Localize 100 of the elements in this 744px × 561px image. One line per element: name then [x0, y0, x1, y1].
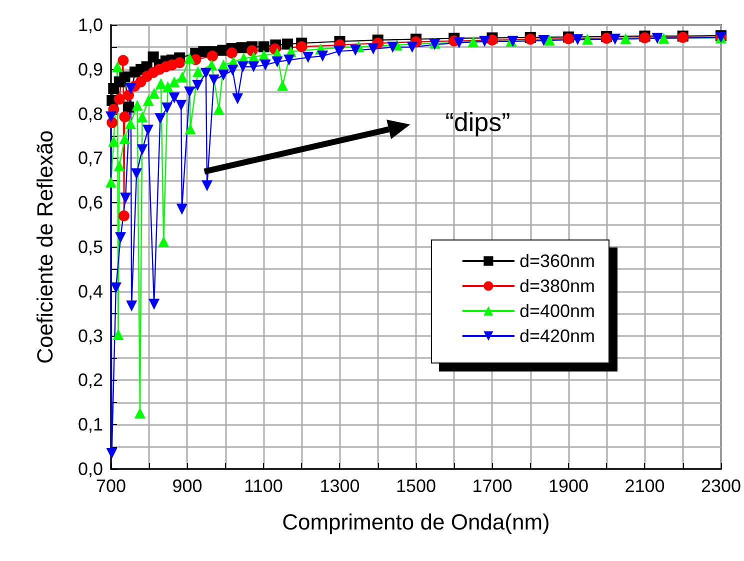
point — [200, 68, 212, 79]
point — [168, 92, 180, 104]
point — [572, 34, 584, 46]
point — [333, 46, 344, 57]
point — [158, 236, 170, 248]
point — [350, 44, 361, 56]
point — [112, 61, 123, 72]
point — [155, 78, 166, 90]
point — [106, 176, 116, 188]
point — [620, 33, 632, 44]
point — [136, 144, 148, 156]
x-tick-label: 2100 — [624, 476, 665, 496]
x-tick-label: 1700 — [472, 476, 512, 496]
point — [123, 90, 134, 101]
y-tick-label: 0,8 — [78, 104, 103, 124]
point — [277, 80, 288, 91]
point — [232, 93, 244, 104]
x-tick-label: 1300 — [320, 476, 360, 496]
x-tick-label: 1100 — [244, 476, 283, 496]
point — [106, 111, 116, 122]
point — [114, 160, 125, 172]
point — [125, 82, 136, 94]
point — [119, 111, 130, 122]
point — [296, 41, 308, 52]
point — [387, 42, 398, 53]
x-axis-title: Comprimento de Onda(nm) — [282, 510, 550, 534]
point — [142, 124, 154, 136]
point — [652, 32, 663, 44]
point — [258, 41, 270, 52]
point — [176, 71, 188, 82]
point — [260, 59, 271, 70]
x-tick-label: 1900 — [548, 476, 589, 496]
x-tick-label: 900 — [172, 476, 202, 496]
y-tick-label: 0,3 — [78, 326, 103, 346]
point — [154, 113, 166, 124]
point — [174, 57, 186, 68]
point — [148, 88, 160, 99]
y-tick-label: 0,9 — [78, 59, 103, 80]
y-tick-label: 0,6 — [78, 192, 103, 213]
point — [124, 118, 136, 130]
point — [162, 81, 174, 92]
point — [208, 74, 220, 86]
y-tick-label: 1,0 — [78, 15, 103, 35]
y-tick-label: 0,0 — [78, 459, 103, 479]
y-tick-label: 0,5 — [78, 237, 103, 257]
point — [119, 133, 130, 144]
point — [213, 104, 224, 115]
point — [115, 232, 126, 244]
annotation: “dips” — [445, 107, 510, 138]
legend-label: d=420nm — [519, 326, 596, 346]
point — [227, 64, 238, 76]
y-tick-label: 0,4 — [78, 281, 103, 302]
point — [468, 36, 479, 48]
point — [176, 100, 187, 111]
point — [123, 102, 134, 113]
point — [119, 71, 130, 82]
point — [248, 61, 260, 72]
legend-label: d=360nm — [519, 251, 596, 271]
point — [302, 52, 314, 63]
point — [126, 300, 138, 312]
point — [108, 136, 120, 147]
point — [162, 102, 173, 114]
point — [282, 38, 294, 50]
legend-label: d=380nm — [519, 276, 596, 296]
point — [110, 282, 122, 294]
point — [136, 111, 148, 122]
point — [479, 36, 490, 47]
point — [658, 32, 670, 44]
point — [317, 50, 328, 62]
point — [237, 61, 248, 72]
point — [272, 56, 283, 68]
point — [544, 34, 555, 46]
point — [226, 47, 238, 58]
point — [206, 50, 218, 62]
point — [192, 66, 204, 78]
point — [236, 42, 248, 54]
point — [184, 52, 196, 64]
point — [114, 94, 125, 105]
point — [118, 55, 129, 66]
point — [176, 204, 188, 215]
y-tick-label: 0,7 — [78, 148, 103, 168]
point — [120, 192, 131, 204]
point — [118, 210, 130, 222]
point — [148, 298, 160, 310]
point — [454, 37, 465, 48]
point — [184, 86, 196, 98]
point — [192, 80, 204, 91]
point — [538, 35, 550, 46]
point — [106, 448, 118, 459]
point — [184, 123, 196, 134]
point — [132, 100, 143, 111]
legend-label: d=400nm — [519, 301, 596, 321]
x-tick-label: 1500 — [396, 476, 436, 496]
point — [202, 180, 213, 192]
y-tick-label: 0,2 — [78, 370, 103, 390]
point — [112, 328, 124, 340]
point — [168, 76, 180, 88]
point — [131, 168, 142, 180]
point — [142, 94, 154, 106]
x-tick-label: 2300 — [700, 476, 741, 496]
